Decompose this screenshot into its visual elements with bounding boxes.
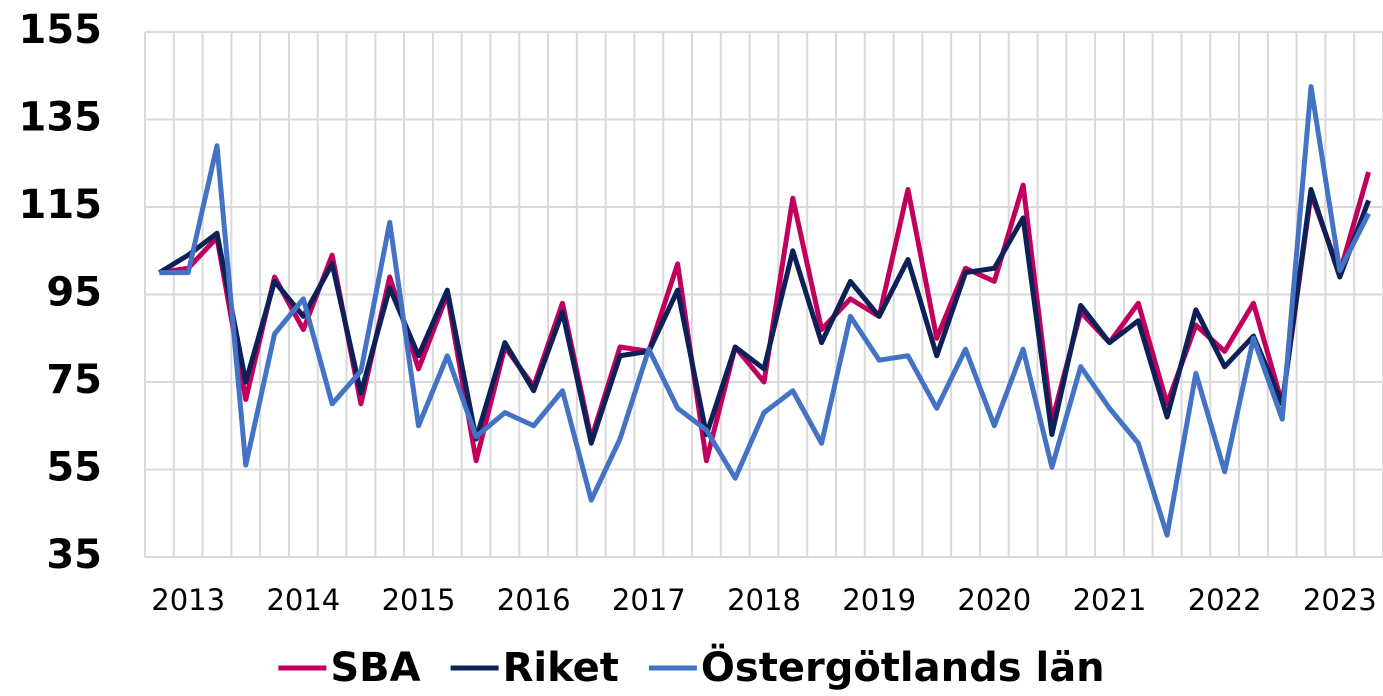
y-tick-label: 155 (19, 7, 103, 53)
legend-label: SBA (330, 645, 420, 691)
x-tick-label: 2021 (1073, 583, 1147, 617)
x-tick-label: 2020 (957, 583, 1031, 617)
x-tick-label: 2018 (727, 583, 801, 617)
x-tick-label: 2019 (842, 583, 916, 617)
legend-label: Östergötlands län (701, 643, 1105, 691)
y-tick-label: 115 (19, 182, 103, 228)
y-tick-label: 35 (46, 532, 102, 578)
x-tick-label: 2015 (382, 583, 456, 617)
x-tick-label: 2017 (612, 583, 686, 617)
x-tick-label: 2023 (1303, 583, 1377, 617)
y-tick-label: 55 (46, 445, 102, 491)
legend-label: Riket (503, 645, 619, 691)
series-line (158, 187, 1371, 446)
x-tick-label: 2022 (1188, 583, 1262, 617)
x-tick-label: 2016 (497, 583, 571, 617)
y-tick-label: 135 (19, 95, 103, 141)
y-tick-label: 75 (46, 357, 102, 403)
series-line (159, 84, 1371, 538)
x-tick-label: 2013 (151, 583, 225, 617)
x-tick-label: 2014 (266, 583, 340, 617)
y-tick-label: 95 (46, 270, 102, 316)
series-line (159, 171, 1372, 464)
